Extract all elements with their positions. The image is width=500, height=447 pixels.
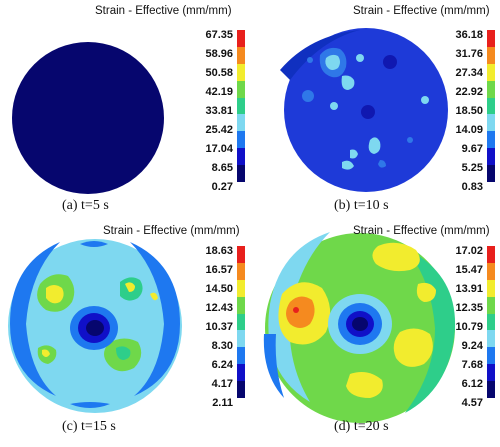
colorbar-c	[237, 246, 245, 398]
tick-label: 12.35	[455, 302, 483, 314]
tick-label: 14.50	[205, 283, 233, 295]
tick-label: 7.68	[461, 359, 483, 371]
colorbar-segment	[487, 246, 495, 263]
legend-title-c: Strain - Effective (mm/mm)	[103, 225, 240, 237]
colorbar-segment	[237, 63, 245, 81]
tick-label: 12.43	[205, 302, 233, 314]
panel-b: Strain - Effective (mm/mm) 36.18 31.76 2…	[250, 0, 500, 223]
panel-a: Strain - Effective (mm/mm) 67.35 58.96 5…	[0, 0, 250, 223]
colorbar-segment	[487, 347, 495, 365]
legend-title-b: Strain - Effective (mm/mm)	[353, 5, 490, 17]
colorbar-ticks-c: 18.63 16.57 14.50 12.43 10.37 8.30 6.24 …	[150, 245, 233, 409]
tick-label: 8.65	[211, 162, 233, 174]
colorbar-segment	[487, 165, 495, 182]
caption-a: (a) t=5 s	[62, 198, 109, 213]
tick-label: 6.12	[461, 378, 483, 390]
tick-label: 31.76	[455, 48, 483, 60]
colorbar-segment	[487, 296, 495, 314]
colorbar-a	[237, 30, 245, 182]
tick-label: 18.63	[205, 245, 233, 257]
tick-label: 14.09	[455, 124, 483, 136]
legend-title-d: Strain - Effective (mm/mm)	[353, 225, 490, 237]
tick-label: 17.02	[455, 245, 483, 257]
tick-label: 13.91	[455, 283, 483, 295]
colorbar-segment	[487, 30, 495, 47]
tick-label: 6.24	[211, 359, 233, 371]
colorbar-segment	[237, 296, 245, 314]
strain-contour-b	[280, 28, 448, 192]
tick-label: 15.47	[455, 264, 483, 276]
colorbar-segment	[487, 63, 495, 81]
colorbar-segment	[487, 80, 495, 98]
caption-c: (c) t=15 s	[62, 419, 116, 434]
tick-label: 27.34	[455, 67, 483, 79]
colorbar-segment	[487, 313, 495, 331]
colorbar-segment	[237, 80, 245, 98]
colorbar-segment	[237, 46, 245, 64]
tick-label: 18.50	[455, 105, 483, 117]
colorbar-segment	[487, 364, 495, 381]
colorbar-segment	[487, 131, 495, 149]
tick-label: 4.57	[461, 397, 483, 409]
tick-label: 9.24	[461, 340, 483, 352]
tick-label: 25.42	[205, 124, 233, 136]
caption-d: (d) t=20 s	[334, 419, 389, 434]
colorbar-segment	[237, 246, 245, 263]
colorbar-segment	[487, 330, 495, 348]
tick-label: 5.25	[461, 162, 483, 174]
strain-contour-d	[263, 232, 456, 423]
tick-label: 4.17	[211, 378, 233, 390]
colorbar-segment	[487, 46, 495, 64]
tick-label: 58.96	[205, 48, 233, 60]
colorbar-ticks-a: 67.35 58.96 50.58 42.19 33.81 25.42 17.0…	[150, 29, 233, 193]
tick-label: 22.92	[455, 86, 483, 98]
colorbar-ticks-d: 17.02 15.47 13.91 12.35 10.79 9.24 7.68 …	[400, 245, 483, 409]
colorbar-segment	[487, 148, 495, 165]
colorbar-segment	[237, 131, 245, 149]
tick-label: 42.19	[205, 86, 233, 98]
colorbar-segment	[237, 330, 245, 348]
strain-contour-a	[12, 42, 164, 194]
colorbar-ticks-b: 36.18 31.76 27.34 22.92 18.50 14.09 9.67…	[400, 29, 483, 193]
tick-label: 0.83	[461, 181, 483, 193]
tick-label: 10.79	[455, 321, 483, 333]
colorbar-segment	[237, 364, 245, 381]
tick-label: 10.37	[205, 321, 233, 333]
colorbar-segment	[237, 165, 245, 182]
colorbar-segment	[237, 347, 245, 365]
tick-label: 36.18	[455, 29, 483, 41]
tick-label: 8.30	[211, 340, 233, 352]
legend-title-a: Strain - Effective (mm/mm)	[95, 5, 232, 17]
tick-label: 16.57	[205, 264, 233, 276]
colorbar-segment	[237, 262, 245, 280]
colorbar-segment	[237, 279, 245, 297]
tick-label: 33.81	[205, 105, 233, 117]
colorbar-segment	[237, 97, 245, 115]
tick-label: 2.11	[212, 397, 233, 409]
strain-contour-c	[8, 239, 182, 413]
colorbar-segment	[237, 114, 245, 132]
colorbar-b	[487, 30, 495, 182]
tick-label: 50.58	[205, 67, 233, 79]
tick-label: 9.67	[461, 143, 483, 155]
tick-label: 0.27	[211, 181, 233, 193]
colorbar-segment	[487, 262, 495, 280]
caption-b: (b) t=10 s	[334, 198, 389, 213]
colorbar-segment	[237, 148, 245, 165]
colorbar-segment	[487, 97, 495, 115]
panel-c: Strain - Effective (mm/mm) 18.63 16.57 1…	[0, 224, 250, 447]
colorbar-segment	[487, 279, 495, 297]
panel-d: Strain - Effective (mm/mm) 17.02 15.47 1…	[250, 224, 500, 447]
tick-label: 17.04	[205, 143, 233, 155]
colorbar-segment	[237, 30, 245, 47]
colorbar-segment	[237, 381, 245, 398]
colorbar-segment	[487, 381, 495, 398]
tick-label: 67.35	[205, 29, 233, 41]
colorbar-segment	[237, 313, 245, 331]
colorbar-d	[487, 246, 495, 398]
colorbar-segment	[487, 114, 495, 132]
